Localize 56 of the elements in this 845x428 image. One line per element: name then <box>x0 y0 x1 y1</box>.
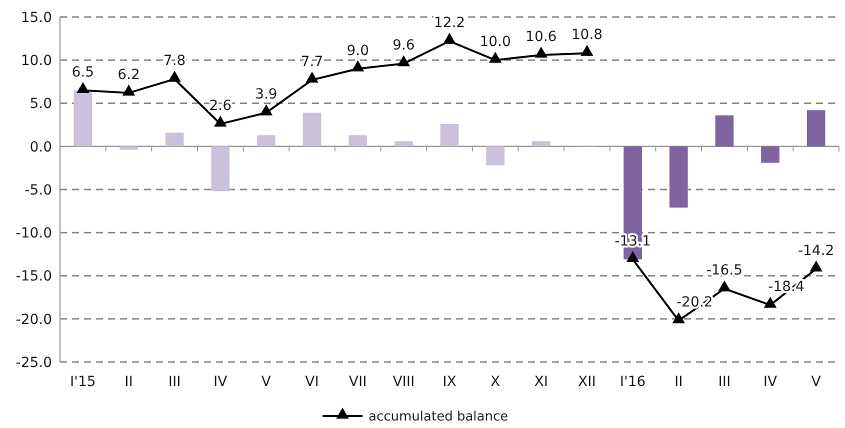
data-label: 10.0 <box>480 34 511 50</box>
x-tick-label: VII <box>348 374 367 390</box>
data-label: 6.5 <box>72 64 94 80</box>
y-tick-label: -5.0 <box>24 182 52 198</box>
bar <box>761 146 780 163</box>
bar <box>806 110 826 146</box>
y-tick-label: 5.0 <box>30 96 52 112</box>
x-tick-label: III <box>718 374 731 390</box>
bar <box>532 141 550 146</box>
x-tick-label: VIII <box>392 374 415 390</box>
x-tick-label: I'16 <box>620 374 646 390</box>
data-label: 9.0 <box>346 42 369 59</box>
bar <box>486 146 504 166</box>
y-tick-label: 15.0 <box>20 10 52 26</box>
bar <box>440 124 459 146</box>
x-tick-label: II <box>124 374 133 390</box>
bar <box>120 146 138 150</box>
data-label: 2.6 <box>209 98 232 114</box>
x-tick-label: X <box>490 374 501 390</box>
x-tick-label: V <box>261 374 272 390</box>
y-tick-label: 10.0 <box>20 53 52 70</box>
y-tick-label: -15.0 <box>16 268 52 285</box>
data-label: 12.2 <box>434 15 466 32</box>
x-tick-label: VI <box>305 374 319 390</box>
data-label: 7.7 <box>300 54 324 70</box>
data-label: 6.2 <box>118 66 140 83</box>
x-tick-label: I'15 <box>70 374 96 390</box>
x-tick-label: IV <box>214 374 228 390</box>
bar <box>669 146 688 208</box>
bar <box>302 112 322 146</box>
y-tick-label: -10.0 <box>16 226 52 242</box>
data-label: 10.6 <box>526 28 557 45</box>
bar <box>715 115 734 146</box>
y-tick-label: -25.0 <box>16 354 52 371</box>
data-label: -16.5 <box>706 262 743 279</box>
data-label: 9.6 <box>392 38 415 54</box>
bar <box>165 132 184 146</box>
x-tick-label: XI <box>534 374 548 390</box>
data-label: 3.9 <box>255 86 278 103</box>
x-tick-label: IX <box>442 374 457 390</box>
bar <box>257 135 276 146</box>
x-tick-label: II <box>674 374 683 390</box>
data-label: 7.8 <box>163 53 186 70</box>
bar <box>74 90 92 146</box>
data-label: 10.8 <box>571 27 603 44</box>
data-label: -14.2 <box>798 242 834 259</box>
x-tick-label: XII <box>578 374 596 390</box>
y-tick-label: -20.0 <box>16 312 52 328</box>
bar <box>394 141 413 146</box>
x-tick-label: IV <box>763 374 778 390</box>
bar <box>348 135 368 146</box>
legend-label: accumulated balance <box>368 410 508 425</box>
x-tick-label: V <box>811 374 822 390</box>
y-tick-label: 0.0 <box>30 139 52 156</box>
bar <box>211 146 230 192</box>
x-tick-label: III <box>168 374 181 390</box>
